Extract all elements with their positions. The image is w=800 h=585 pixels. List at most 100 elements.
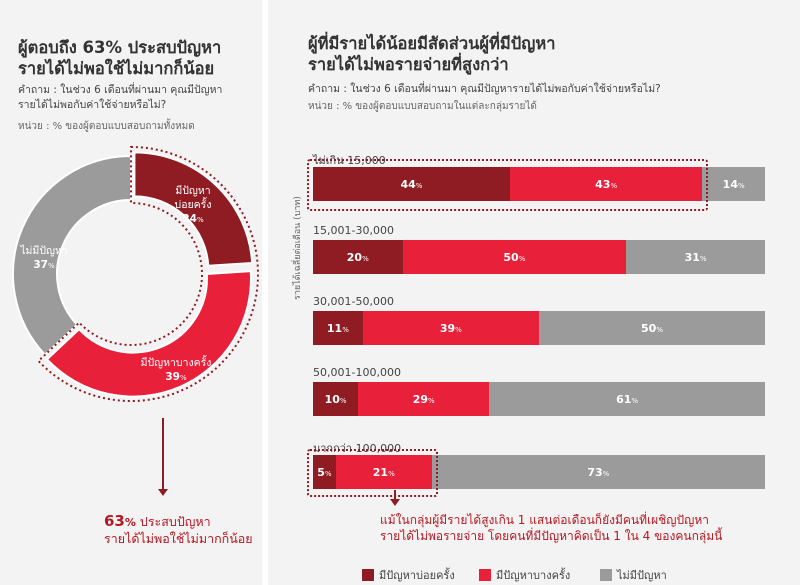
right-question: คำถาม : ในช่วง 6 เดือนที่ผ่านมา คุณมีปัญ… (308, 83, 661, 95)
bar-value-label: 61 (616, 392, 632, 406)
donut-value-sometimes: 39% (126, 370, 226, 384)
left-arrow-head (158, 489, 168, 496)
bar-value-label: 73 (587, 465, 603, 479)
category-label: 15,001-30,000 (313, 224, 394, 237)
bar-segment-none: 50% (539, 311, 765, 345)
bar-value-label: 11 (326, 321, 343, 335)
bar-value-label: 31 (684, 250, 700, 264)
donut-slice-sometimes (45, 270, 252, 398)
donut-label-sometimes-line1: มีปัญหาบางครั้ง (140, 357, 212, 369)
right-title-line2: รายได้ไม่พอรายจ่ายที่สูงกว่า (308, 54, 509, 74)
pct-unit: % (179, 374, 187, 383)
right-arrow-line (394, 490, 396, 500)
left-title-line1: ผู้ตอบถึง 63% ประสบปัญหา (18, 38, 222, 57)
left-title-line2: รายได้ไม่พอใช้ไม่มากก็น้อย (18, 58, 215, 78)
legend-label-none: ไม่มีปัญหา (617, 569, 667, 582)
legend-item-frequent: มีปัญหาบ่อยครั้ง (362, 566, 455, 584)
bar-value-unit: % (415, 182, 423, 190)
bar-segment-sometimes: 50% (402, 240, 627, 274)
pct-unit: % (196, 216, 204, 225)
bar-segment-frequent: 20% (313, 240, 403, 274)
legend-item-sometimes: มีปัญหาบางครั้ง (479, 566, 570, 584)
legend-label-sometimes: มีปัญหาบางครั้ง (496, 569, 571, 582)
bar-value-unit: % (455, 326, 462, 334)
legend-swatch-frequent (362, 569, 374, 581)
bar-value-label: 5 (317, 465, 325, 479)
legend-swatch-none (600, 569, 612, 581)
bar-value-label: 44 (400, 177, 416, 191)
bar-segment-sometimes: 39% (362, 311, 539, 345)
donut-label-none: ไม่มีปัญหา 37% (14, 244, 74, 272)
bar-segment-none: 73% (431, 455, 765, 489)
left-question-line1: คำถาม : ในช่วง 6 เดือนที่ผ่านมา คุณมีปัญ… (18, 84, 223, 96)
bar-value-label: 43 (595, 177, 611, 191)
legend-swatch-sometimes (479, 569, 491, 581)
bar-value-unit: % (656, 326, 663, 334)
donut-highlight-outline (37, 145, 259, 402)
bar-value-unit: % (631, 397, 639, 405)
bar-segment-sometimes: 43% (509, 167, 703, 201)
highlight-box-highest-income (307, 449, 438, 497)
bar-value-unit: % (324, 470, 332, 478)
pct-unit: % (47, 262, 55, 271)
bar-value-label: 21 (372, 465, 389, 479)
bar-segment-none: 14% (702, 167, 765, 201)
donut-label-frequent-line2: บ่อยครั้ง (174, 199, 212, 212)
donut-value-none: 37% (14, 258, 74, 272)
right-arrow-head (390, 499, 400, 506)
left-note-pct: 63 (104, 512, 125, 530)
right-panel: ผู้ที่มีรายได้น้อยมีสัดส่วนผู้ที่มีปัญหา… (268, 0, 800, 585)
left-arrow-line (162, 418, 164, 490)
bar-value-label: 39 (439, 321, 456, 335)
bar-value-unit: % (602, 470, 610, 478)
left-note-line2: รายได้ไม่พอใช้ไม่มากก็น้อย (104, 531, 253, 547)
left-note-pct-unit: % (124, 516, 136, 529)
donut-slice-frequent (133, 151, 254, 267)
donut-slice-none (12, 154, 132, 357)
bar-value-label: 29 (412, 392, 429, 406)
donut-value-none-number: 37 (33, 259, 48, 272)
bar-value-label: 50 (641, 321, 657, 335)
bar-segment-none: 61% (489, 382, 765, 416)
donut-chart (12, 145, 259, 402)
bar-segment-sometimes: 29% (358, 382, 490, 416)
bar-segment-frequent: 44% (313, 167, 510, 201)
bar-segment-sometimes: 21% (335, 455, 432, 489)
bar-value-label: 20 (346, 250, 363, 264)
right-note-line1: แม้ในกลุ่มผู้มีรายได้สูงเกิน 1 แสนต่อเดื… (380, 513, 710, 527)
right-title: ผู้ที่มีรายได้น้อยมีสัดส่วนผู้ที่มีปัญหา… (308, 34, 555, 75)
bar-value-label: 10 (324, 392, 340, 406)
donut-label-sometimes: มีปัญหาบางครั้ง 39% (126, 356, 226, 384)
donut-value-sometimes-number: 39 (165, 371, 180, 384)
left-question: คำถาม : ในช่วง 6 เดือนที่ผ่านมา คุณมีปัญ… (18, 83, 258, 113)
legend-item-none: ไม่มีปัญหา (600, 566, 667, 584)
bar-segment-frequent: 5% (313, 455, 336, 489)
bar-value-unit: % (610, 182, 618, 190)
bar-value-unit: % (737, 182, 745, 190)
donut-label-frequent: มีปัญหา บ่อยครั้ง 24% (158, 184, 228, 227)
bar-value-unit: % (518, 255, 526, 263)
bar-value-unit: % (699, 255, 707, 263)
y-axis-label: รายได้เฉลี่ยต่อเดือน (บาท) (293, 196, 303, 300)
bar-value-label: 14 (722, 177, 738, 191)
donut-label-none-line1: ไม่มีปัญหา (20, 245, 68, 257)
donut-label-frequent-line1: มีปัญหา (175, 185, 211, 197)
right-unit: หน่วย : % ของผู้ตอบแบบสอบถามในแต่ละกลุ่ม… (308, 101, 537, 112)
left-note-text1: ประสบปัญหา (139, 514, 211, 529)
right-title-line1: ผู้ที่มีรายได้น้อยมีสัดส่วนผู้ที่มีปัญหา (308, 34, 556, 53)
bar-value-unit: % (388, 470, 395, 478)
donut-value-frequent: 24% (158, 212, 228, 226)
bar-segment-frequent: 10% (313, 382, 359, 416)
left-panel: ผู้ตอบถึง 63% ประสบปัญหา รายได้ไม่พอใช้ไ… (0, 0, 262, 585)
category-label: 30,001-50,000 (313, 295, 394, 308)
left-note: 63% ประสบปัญหา รายได้ไม่พอใช้ไม่มากก็น้อ… (104, 511, 253, 548)
bar-value-unit: % (342, 326, 349, 334)
bar-value-unit: % (339, 397, 347, 405)
right-note: แม้ในกลุ่มผู้มีรายได้สูงเกิน 1 แสนต่อเดื… (380, 512, 722, 544)
left-question-line2: รายได้ไม่พอกับค่าใช้จ่ายหรือไม่? (18, 99, 167, 112)
category-label: มากกว่า 100,000 (313, 442, 402, 455)
left-unit: หน่วย : % ของผู้ตอบแบบสอบถามทั้งหมด (18, 121, 195, 132)
highlight-box-lowest-income (307, 159, 709, 211)
bar-segment-none: 31% (626, 240, 765, 274)
left-title: ผู้ตอบถึง 63% ประสบปัญหา รายได้ไม่พอใช้ไ… (18, 38, 221, 79)
